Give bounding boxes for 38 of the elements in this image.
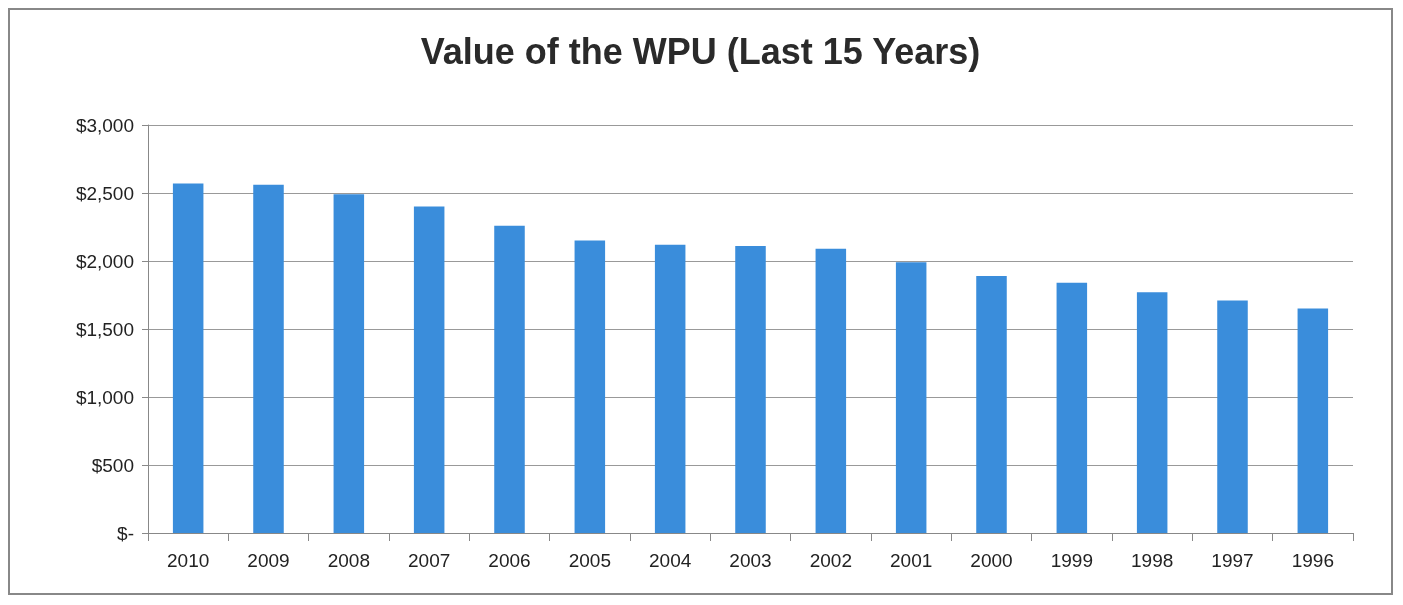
y-tick-label: $- (117, 522, 134, 544)
x-tick-label: 2007 (408, 550, 451, 571)
bar (1217, 300, 1248, 533)
y-tick-label: $1,000 (75, 386, 134, 408)
bar (1056, 282, 1088, 533)
bar (172, 183, 204, 533)
bar (1297, 308, 1329, 533)
bar (494, 225, 525, 533)
x-tick-label: 2010 (167, 550, 210, 571)
x-tick-label: 2006 (488, 550, 531, 571)
y-tick-label: $2,000 (75, 250, 134, 272)
bar (654, 244, 686, 533)
y-tick-label: $500 (91, 454, 134, 476)
x-tick-label: 2003 (729, 550, 772, 571)
y-tick-label: $1,500 (75, 318, 134, 340)
y-tick-label: $3,000 (75, 114, 134, 136)
bar (413, 206, 445, 533)
x-tick-label: 2008 (327, 550, 370, 571)
x-tick-label: 2009 (247, 550, 290, 571)
bar (815, 248, 847, 533)
bar (895, 262, 927, 533)
chart-title: Value of the WPU (Last 15 Years) (420, 30, 981, 72)
x-tick-label: 1997 (1211, 550, 1254, 571)
x-tick-label: 1999 (1050, 550, 1093, 571)
bar (735, 246, 766, 533)
y-tick-label: $2,500 (75, 182, 134, 204)
x-tick-label: 1998 (1131, 550, 1174, 571)
x-tick-label: 2001 (890, 550, 933, 571)
bar (1136, 292, 1168, 533)
bar (976, 275, 1007, 533)
bar (253, 184, 284, 533)
x-tick-label: 2002 (809, 550, 852, 571)
x-tick-label: 2000 (970, 550, 1013, 571)
bar (574, 240, 606, 533)
x-tick-label: 2004 (649, 550, 692, 571)
x-tick-label: 1996 (1291, 550, 1334, 571)
x-tick-label: 2005 (568, 550, 611, 571)
bar (333, 194, 365, 533)
